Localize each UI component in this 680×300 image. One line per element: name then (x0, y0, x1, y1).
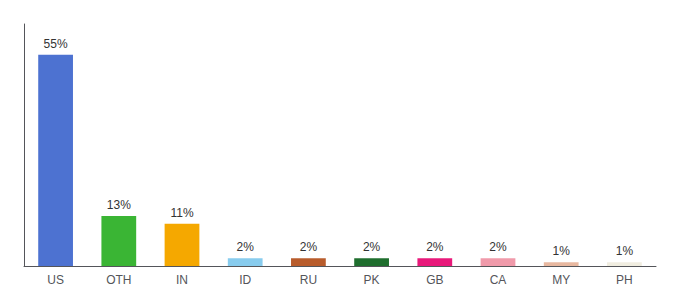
svg-text:2%: 2% (489, 240, 507, 254)
svg-text:IN: IN (176, 273, 188, 287)
svg-text:PK: PK (364, 273, 380, 287)
svg-text:2%: 2% (426, 240, 444, 254)
svg-text:PH: PH (616, 273, 633, 287)
svg-text:US: US (47, 273, 64, 287)
svg-text:MY: MY (552, 273, 570, 287)
svg-text:2%: 2% (237, 240, 255, 254)
svg-text:CA: CA (490, 273, 507, 287)
svg-text:11%: 11% (170, 206, 193, 220)
svg-text:13%: 13% (107, 198, 131, 212)
svg-text:RU: RU (300, 273, 317, 287)
svg-text:1%: 1% (616, 244, 634, 258)
svg-text:2%: 2% (300, 240, 318, 254)
svg-text:OTH: OTH (106, 273, 131, 287)
svg-text:55%: 55% (44, 37, 68, 51)
svg-text:1%: 1% (553, 244, 571, 258)
svg-text:ID: ID (239, 273, 251, 287)
svg-text:2%: 2% (363, 240, 381, 254)
svg-text:GB: GB (426, 273, 443, 287)
